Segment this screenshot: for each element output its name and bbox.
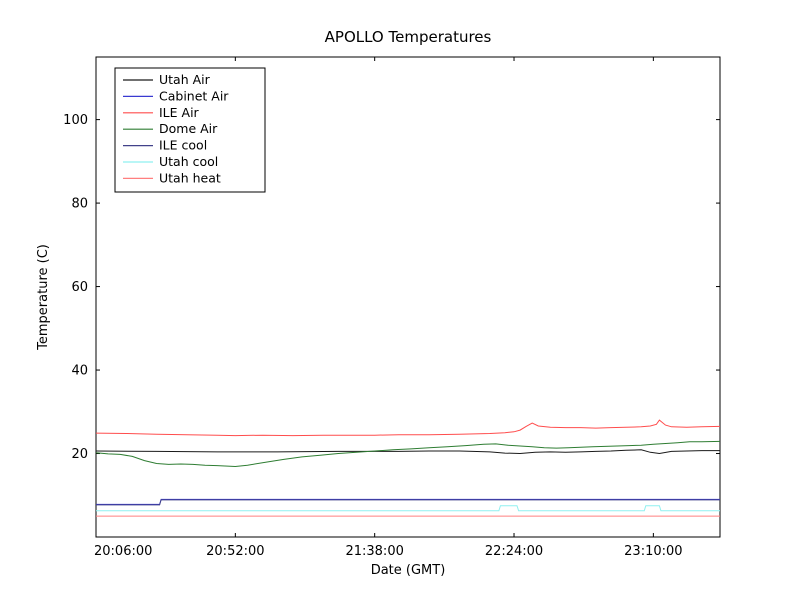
- series-line-ile-air: [95, 419, 721, 437]
- axis-ticks: 20:06:00 20:52:00 21:38:00 22:24:00 23:10:00…: [63, 57, 720, 559]
- x-tick-label: 20:52:00: [206, 544, 264, 559]
- data-series: [95, 419, 721, 517]
- legend-label-dome-air: Dome Air: [159, 121, 218, 136]
- x-tick-label: 22:24:00: [485, 544, 543, 559]
- series-line-ile-cool: [96, 499, 720, 506]
- legend-box: [114, 67, 266, 193]
- y-tick-label: 40: [71, 364, 88, 379]
- series-line-utah-air: [95, 449, 720, 455]
- y-tick-label: 80: [71, 197, 88, 212]
- x-tick-label: 20:06:00: [94, 544, 152, 559]
- y-tick-label: 100: [63, 113, 88, 128]
- legend-label-ile-cool: ILE cool: [159, 138, 207, 153]
- x-tick-label: 23:10:00: [624, 544, 682, 559]
- series-line-utah-cool: [96, 505, 720, 512]
- legend-label-utah-cool: Utah cool: [159, 154, 218, 169]
- legend-label-utah-air: Utah Air: [159, 72, 211, 87]
- x-tick-label: 21:38:00: [345, 544, 403, 559]
- legend-label-cabinet-air: Cabinet Air: [159, 88, 229, 103]
- legend-label-utah-heat: Utah heat: [159, 170, 221, 185]
- series-line-dome-air: [95, 440, 721, 468]
- y-tick-label: 60: [71, 280, 88, 295]
- y-tick-label: 20: [71, 447, 88, 462]
- legend-label-ile-air: ILE Air: [159, 105, 200, 120]
- y-axis-label: Temperature (C): [36, 244, 51, 351]
- chart-title: APOLLO Temperatures: [325, 28, 492, 46]
- plot-frame: [95, 56, 721, 538]
- x-axis-label: Date (GMT): [371, 563, 446, 578]
- axes-frame: [95, 56, 721, 538]
